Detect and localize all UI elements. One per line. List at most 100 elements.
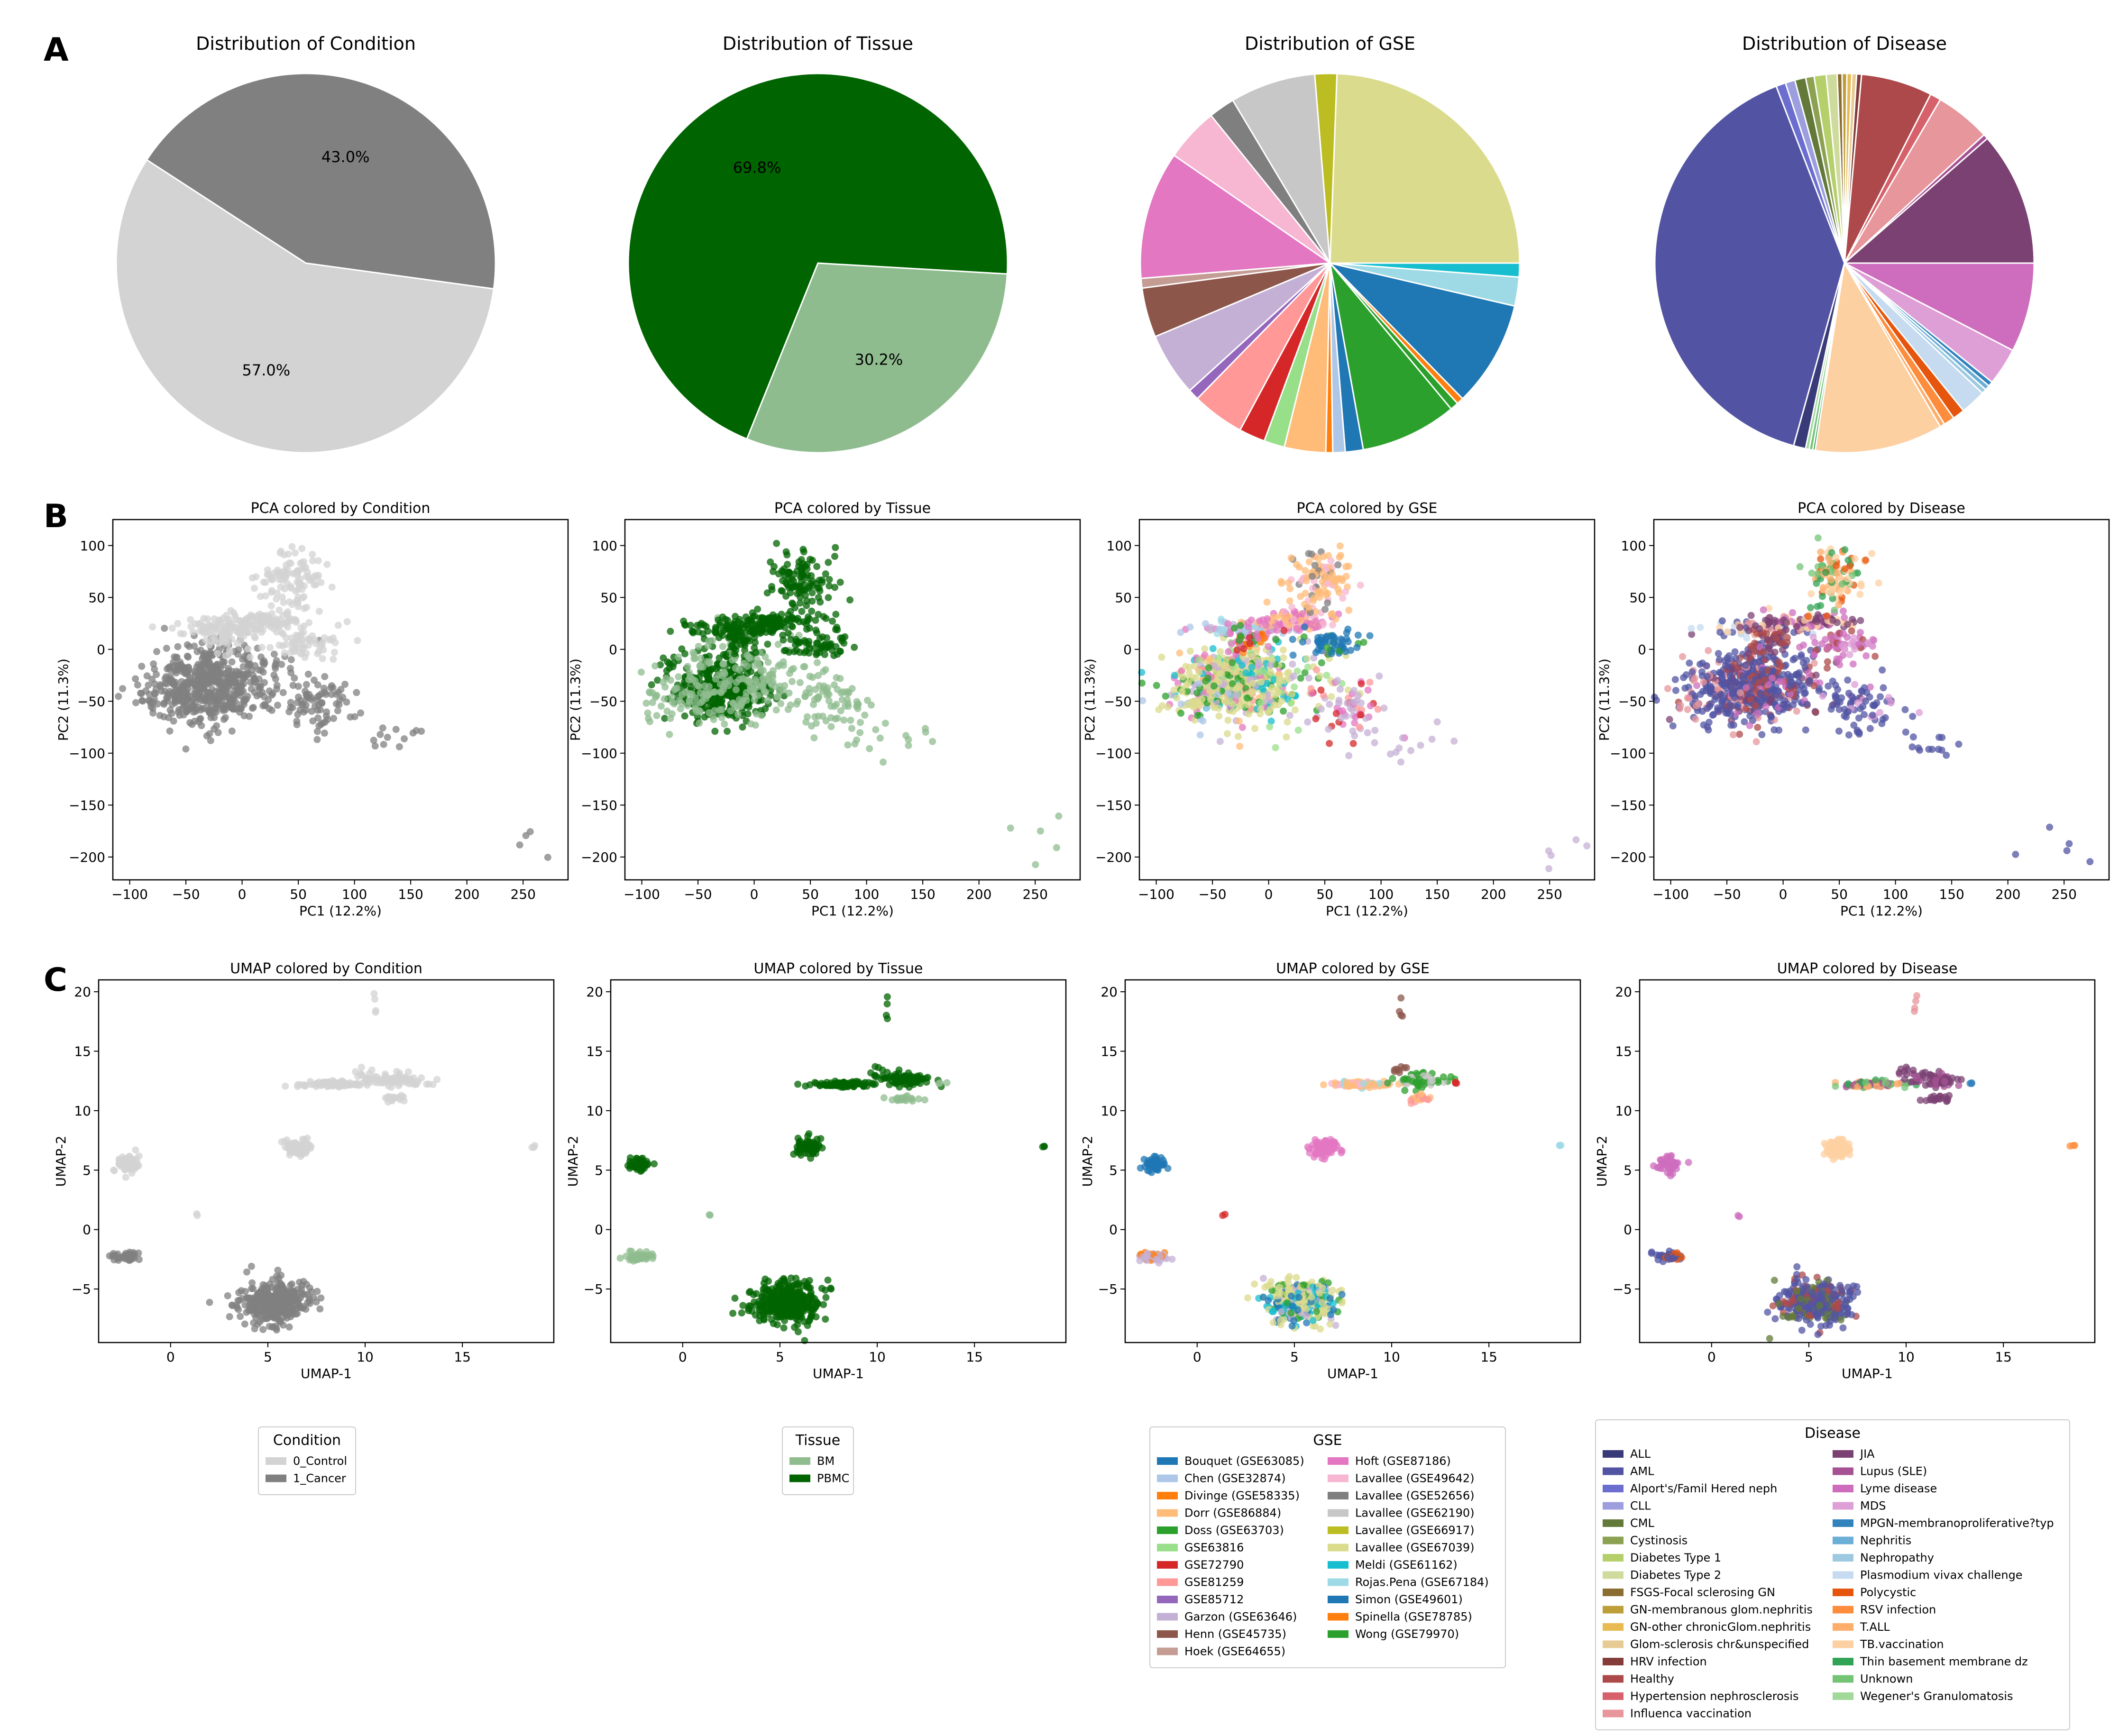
pca-condition-point xyxy=(225,665,232,672)
pca-gse-point xyxy=(1327,557,1335,565)
pca-condition-point xyxy=(278,576,286,584)
pca-condition-point xyxy=(291,569,299,577)
pca-disease-point xyxy=(1827,634,1835,641)
pca-tissue-point xyxy=(721,670,728,678)
pca-tissue-point xyxy=(711,628,718,635)
pca-gse-point xyxy=(1265,643,1272,650)
pca-tissue-point xyxy=(825,594,832,602)
umap-condition-point xyxy=(249,1285,257,1292)
pca-gse-point xyxy=(1371,739,1378,747)
pca-disease-point xyxy=(1719,677,1727,685)
pca-condition-point xyxy=(171,680,178,688)
pca-gse-xtick-label: 0 xyxy=(1265,886,1273,902)
pca-disease-point xyxy=(1793,707,1800,715)
umap-condition-point xyxy=(124,1165,132,1173)
pca-condition-point xyxy=(314,557,322,565)
pca-condition-point xyxy=(299,700,307,708)
pca-tissue-point xyxy=(834,650,841,658)
pca-gse-point xyxy=(1256,617,1264,625)
pca-condition-point xyxy=(214,649,221,657)
pca-gse-point xyxy=(1271,701,1278,709)
pca-tissue-ytick-label: 0 xyxy=(609,642,617,658)
pca-disease-point xyxy=(1857,629,1864,636)
pca-condition-point xyxy=(384,733,391,741)
pca-disease-point xyxy=(1818,562,1825,569)
pca-tissue-xtick-label: 200 xyxy=(966,886,991,902)
pca-tissue-point xyxy=(795,558,803,566)
pca-tissue-point xyxy=(807,556,814,563)
pca-gse-point xyxy=(1337,551,1345,559)
pca-condition-point xyxy=(313,728,321,735)
pca-tissue-point xyxy=(757,667,765,675)
pca-tissue-point xyxy=(684,663,691,670)
pca-condition-point xyxy=(328,583,336,591)
pca-tissue-point xyxy=(651,662,659,670)
pca-condition-point xyxy=(328,682,335,689)
pca-condition-point xyxy=(330,715,338,722)
pca-gse-point xyxy=(1206,655,1213,662)
umap-condition-point xyxy=(241,1320,248,1328)
pca-disease-point xyxy=(1808,623,1816,630)
pca-gse-xtick-label: 50 xyxy=(1316,886,1333,902)
umap-condition-point xyxy=(224,1292,231,1299)
pca-gse-point xyxy=(1335,575,1343,582)
pca-tissue-point xyxy=(851,740,859,748)
pca-condition-point xyxy=(371,742,379,750)
pca-disease-point xyxy=(1758,731,1766,739)
pca-tissue-xtick-label: 100 xyxy=(854,886,879,902)
pca-gse-xlabel: PC1 (12.2%) xyxy=(1326,903,1408,919)
pca-tissue-point xyxy=(776,688,783,696)
pca-gse-point xyxy=(1545,865,1553,872)
pca-disease-point xyxy=(1855,640,1862,648)
pca-condition-point xyxy=(220,715,228,723)
umap-condition-point xyxy=(288,1280,295,1288)
pie-gse-slice-18 xyxy=(1330,262,1521,278)
pca-tissue-point xyxy=(768,681,775,688)
pca-gse-point xyxy=(1358,699,1365,707)
pca-gse-point xyxy=(1291,683,1298,691)
pca-gse-point xyxy=(1225,648,1232,656)
pca-tissue-point xyxy=(664,658,671,666)
pca-disease-point xyxy=(1807,604,1815,612)
pca-condition-ylabel: PC2 (11.3%) xyxy=(55,658,71,741)
umap-condition-point xyxy=(273,1289,280,1297)
pca-condition-point xyxy=(279,689,287,696)
pca-gse-point xyxy=(1305,603,1313,611)
pca-condition-point xyxy=(270,650,278,658)
pca-condition-point xyxy=(309,717,317,725)
pca-gse-point xyxy=(1263,615,1271,622)
pca-tissue-point xyxy=(816,598,824,606)
pca-condition-point xyxy=(321,673,329,680)
pca-gse-point xyxy=(1333,641,1340,649)
pca-disease-point xyxy=(1805,612,1812,620)
pca-gse-point xyxy=(1224,689,1232,697)
pca-tissue-point xyxy=(853,698,861,705)
pca-tissue-point xyxy=(824,684,832,692)
pca-condition-point xyxy=(161,624,168,632)
pca-gse-ytick-label: −150 xyxy=(1095,797,1132,813)
pca-disease-point xyxy=(1754,723,1761,731)
pca-gse-point xyxy=(1266,723,1274,731)
pca-condition-point xyxy=(248,574,256,582)
pca-tissue-point xyxy=(754,605,761,613)
pca-condition-point xyxy=(196,715,203,723)
pca-disease-point xyxy=(1833,655,1841,663)
pca-condition-point xyxy=(516,841,523,849)
pca-tissue-point xyxy=(682,688,689,696)
pca-condition-point xyxy=(287,656,295,664)
pca-disease-ytick-label: 50 xyxy=(1629,590,1646,605)
pca-disease-point xyxy=(1955,740,1963,748)
umap-condition-point xyxy=(277,1271,285,1279)
pca-disease-point xyxy=(1718,617,1726,625)
pca-tissue-point xyxy=(774,662,782,670)
pca-condition-point xyxy=(235,629,242,637)
pca-tissue-point xyxy=(722,651,729,658)
pca-gse-point xyxy=(1324,599,1331,607)
pca-disease-point xyxy=(1745,627,1752,634)
umap-condition-point xyxy=(123,1156,131,1163)
pca-condition-xlabel: PC1 (12.2%) xyxy=(299,903,382,919)
pca-tissue-point xyxy=(670,700,678,708)
pca-tissue-point xyxy=(734,711,742,718)
pca-disease-point xyxy=(1845,689,1853,697)
